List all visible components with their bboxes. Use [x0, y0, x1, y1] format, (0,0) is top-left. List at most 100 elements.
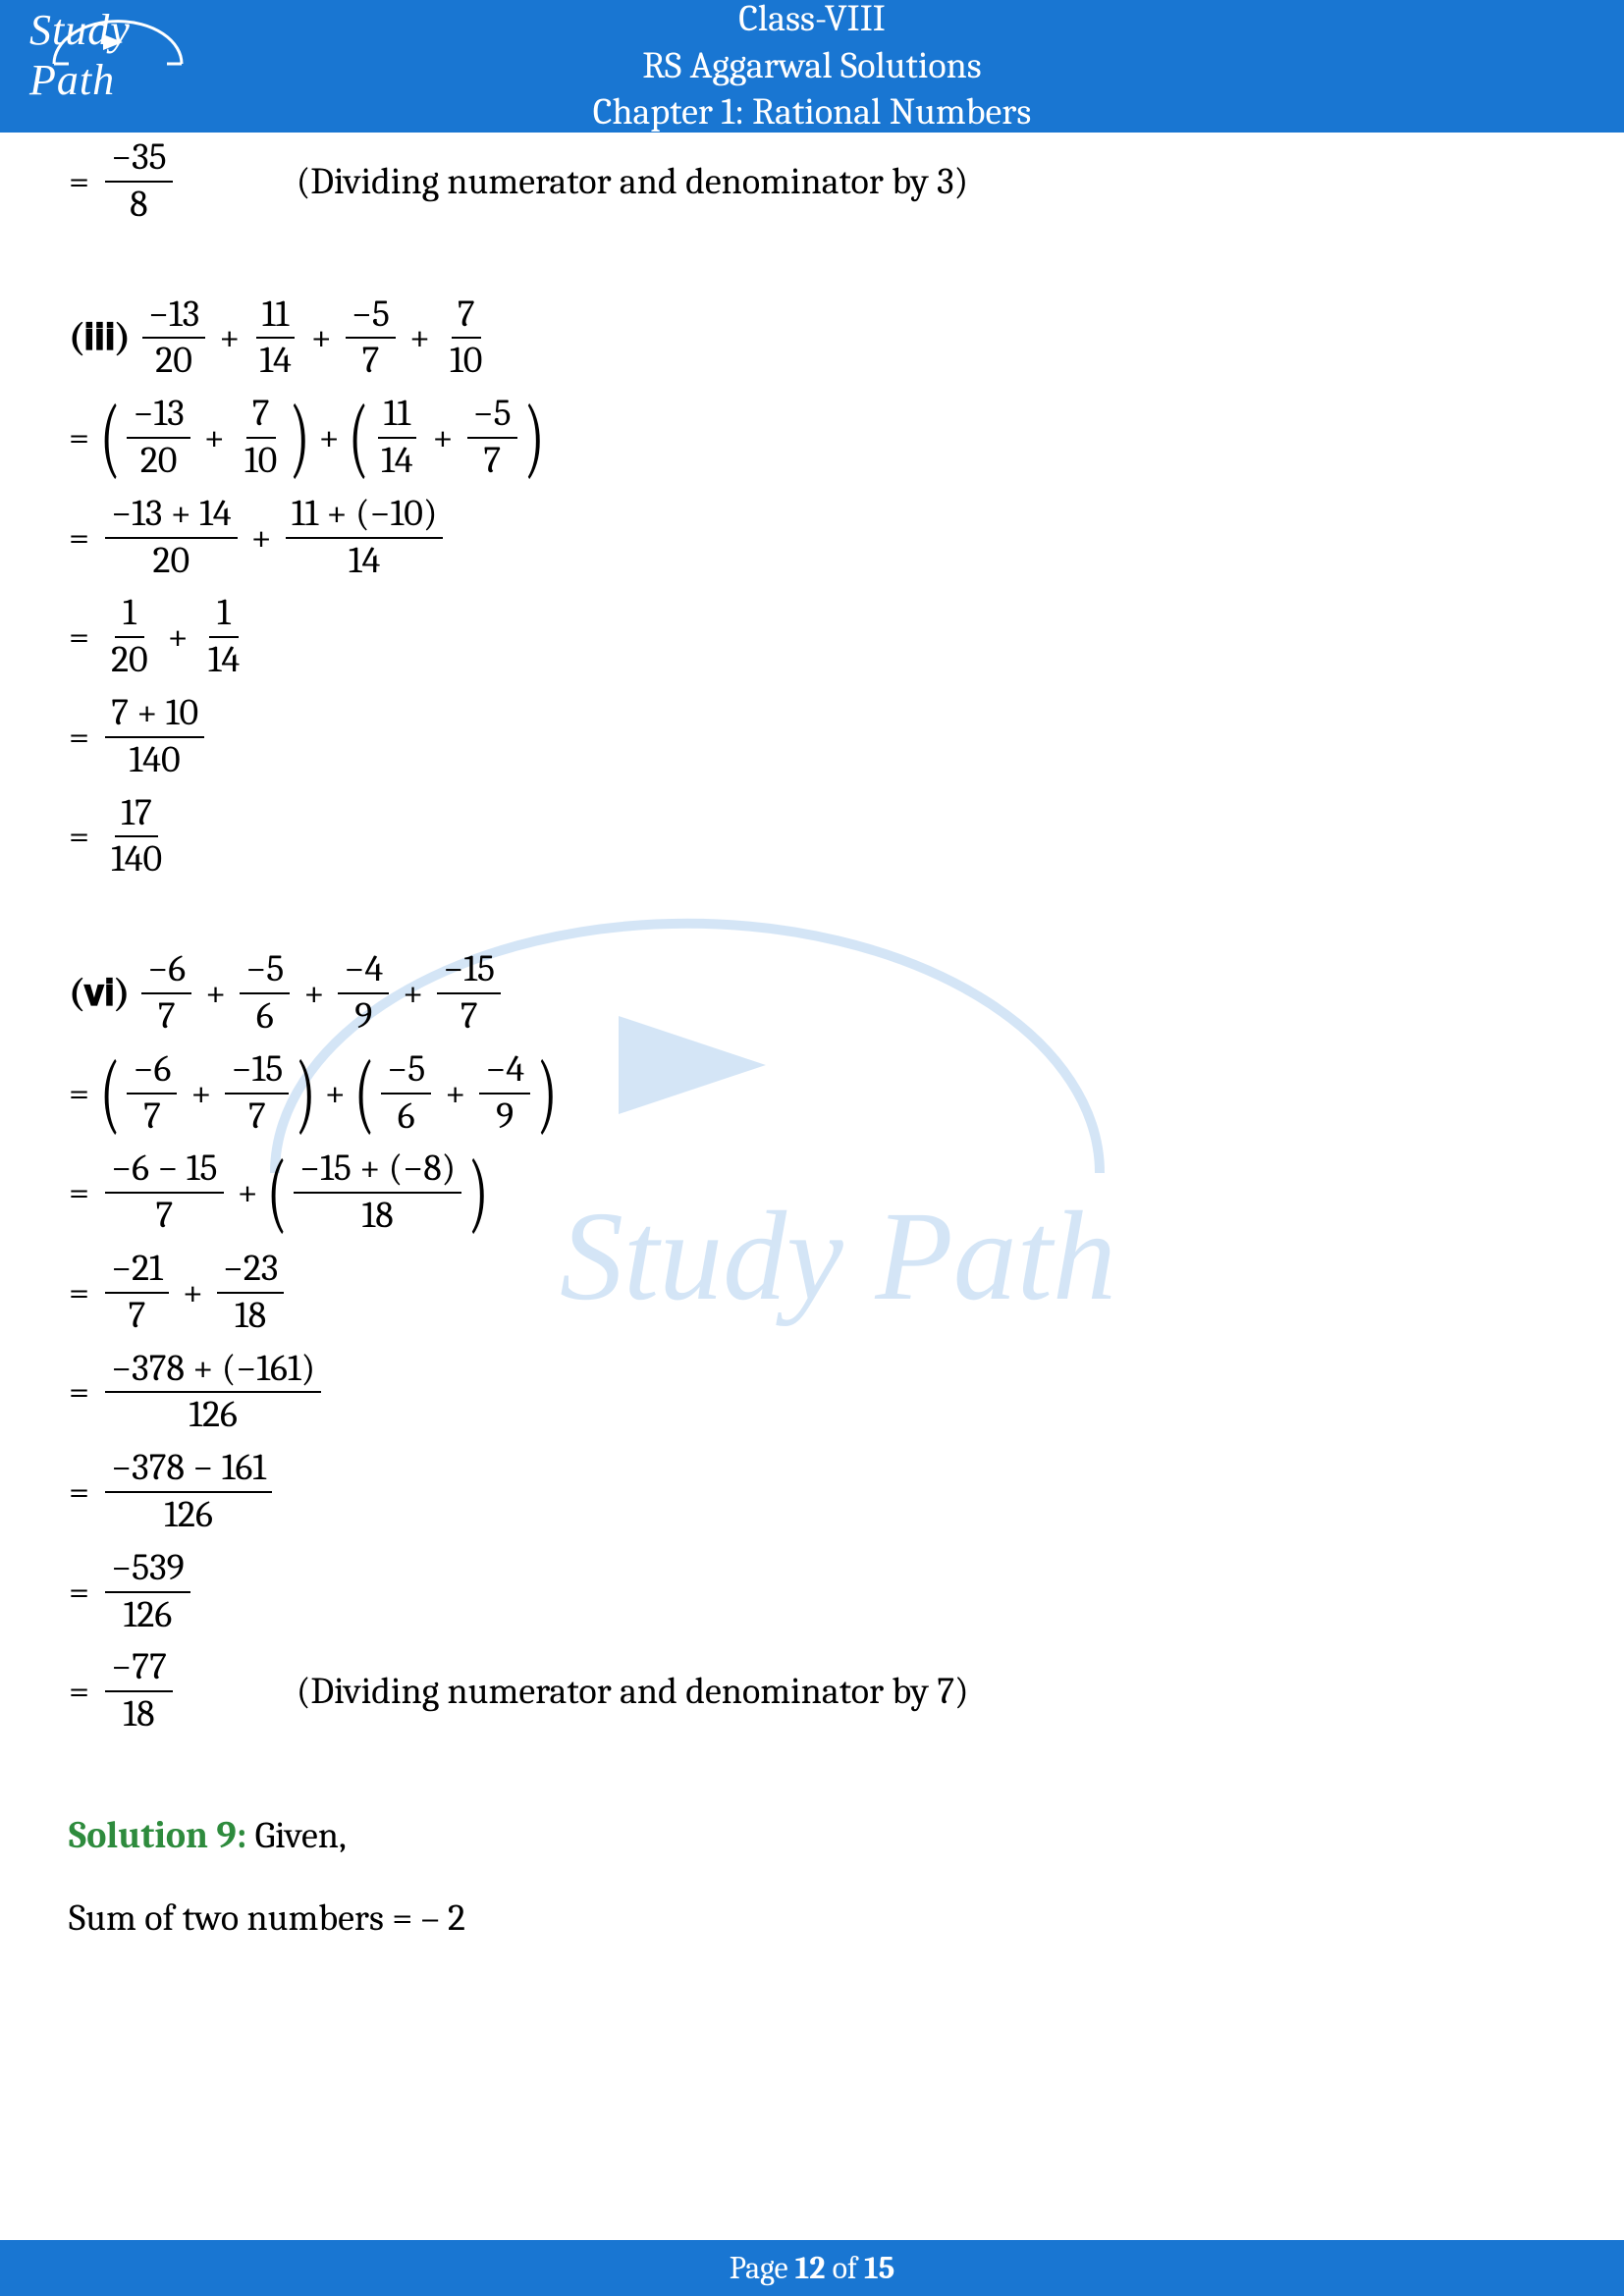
frac: −157 — [437, 949, 501, 1038]
vi-line7: = −7718 (Dividing numerator and denomina… — [69, 1647, 1555, 1735]
frac: −13 + 1420 — [105, 494, 238, 582]
den: 14 — [253, 339, 297, 382]
vi-line1: = ( −67 + −157 ) + ( −56 + −49 ) — [69, 1049, 1555, 1138]
solution-label: Solution 9: — [69, 1814, 246, 1857]
frac: −56 — [381, 1049, 431, 1138]
op: + — [445, 1072, 465, 1115]
frac: −378 − 161126 — [105, 1448, 272, 1536]
num: −13 — [127, 394, 189, 439]
footer-total: 15 — [864, 2250, 894, 2286]
op: + — [219, 316, 240, 359]
num: −6 — [127, 1049, 177, 1095]
den: 18 — [229, 1294, 272, 1337]
num: 1 — [209, 593, 239, 638]
frac: −35 8 — [105, 137, 173, 226]
step-note: (Dividing numerator and denominator by 7… — [297, 1670, 969, 1713]
equals: = — [69, 1271, 89, 1314]
den: 18 — [117, 1692, 160, 1735]
num: 11 — [378, 394, 417, 439]
paren-r-icon: ) — [524, 399, 545, 477]
num: −5 — [346, 294, 396, 340]
iii-line2: = −13 + 1420 + 11 + (−10)14 — [69, 494, 1555, 582]
op: + — [251, 516, 272, 560]
den: 140 — [124, 738, 187, 781]
num: −21 — [105, 1249, 169, 1294]
num: −378 + (−161) — [105, 1349, 321, 1394]
equals: = — [69, 1670, 89, 1713]
num: −15 — [225, 1049, 289, 1095]
equals: = — [69, 1470, 89, 1514]
op: + — [238, 1171, 258, 1214]
den: 20 — [135, 439, 184, 482]
logo-text: Study Path — [29, 5, 206, 105]
denominator: 8 — [124, 183, 153, 226]
vi-line6: = −539126 — [69, 1548, 1555, 1636]
frac: −539126 — [105, 1548, 190, 1636]
paren-l-icon: ( — [100, 399, 121, 477]
paren-l-icon: ( — [349, 399, 369, 477]
vi-line3: = −217 + −2318 — [69, 1249, 1555, 1337]
num: −5 — [467, 394, 517, 439]
den: 9 — [349, 994, 378, 1038]
vi-line2: = −6 − 157 + ( −15 + (−8)18 ) — [69, 1148, 1555, 1237]
paren-r-icon: ) — [468, 1153, 489, 1232]
num: −23 — [217, 1249, 285, 1294]
solution-9-line: Sum of two numbers = – 2 — [69, 1896, 1555, 1940]
den: 6 — [392, 1095, 421, 1138]
den: 6 — [250, 994, 280, 1038]
iii-line5: = 17140 — [69, 793, 1555, 881]
frac: −49 — [479, 1049, 530, 1138]
den: 14 — [202, 638, 245, 681]
numerator: −35 — [105, 137, 173, 183]
den: 10 — [444, 339, 488, 382]
op: + — [409, 316, 430, 359]
op: + — [433, 416, 454, 459]
problem-label: (𝐢𝐢𝐢) — [69, 316, 131, 359]
step-note: (Dividing numerator and denominator by 3… — [297, 160, 968, 203]
footer-prefix: Page — [730, 2250, 795, 2286]
den: 20 — [149, 339, 198, 382]
step-prev: = −35 8 (Dividing numerator and denomina… — [69, 137, 1555, 226]
num: −5 — [381, 1049, 431, 1095]
op: + — [403, 972, 423, 1015]
den: 14 — [375, 439, 418, 482]
frac: 114 — [202, 593, 245, 681]
paren-r-icon: ) — [290, 399, 310, 477]
op: + — [311, 316, 332, 359]
equals: = — [69, 716, 89, 759]
den: 10 — [239, 439, 283, 482]
num: −5 — [240, 949, 290, 994]
header-titles: Class-VIII RS Aggarwal Solutions Chapter… — [0, 0, 1624, 136]
den: 20 — [147, 539, 196, 582]
equals: = — [69, 1370, 89, 1414]
op: + — [204, 416, 225, 459]
num: −6 − 15 — [105, 1148, 224, 1194]
den: 7 — [477, 439, 507, 482]
num: 11 — [256, 294, 296, 340]
iii-line4: = 7 + 10140 — [69, 693, 1555, 781]
num: −13 + 14 — [105, 494, 238, 539]
page-content: Study Path = −35 8 (Dividing numerator a… — [0, 133, 1624, 2194]
frac: 710 — [239, 394, 283, 482]
den: 7 — [137, 1095, 167, 1138]
den: 140 — [105, 837, 168, 881]
num: 1 — [115, 593, 144, 638]
frac: −1320 — [127, 394, 189, 482]
num: −13 — [142, 294, 205, 340]
vi-line0: (𝐯𝐢) −67 + −56 + −49 + −157 — [69, 949, 1555, 1038]
frac: −57 — [467, 394, 517, 482]
frac: 11 + (−10)14 — [286, 494, 444, 582]
frac: −2318 — [217, 1249, 285, 1337]
frac: −15 + (−8)18 — [294, 1148, 461, 1237]
num: 7 + 10 — [105, 693, 204, 738]
paren-r-icon: ) — [537, 1054, 558, 1133]
den: 20 — [105, 638, 154, 681]
num: −15 — [437, 949, 501, 994]
den: 7 — [455, 994, 484, 1038]
frac: 120 — [105, 593, 154, 681]
op: + — [325, 1072, 346, 1115]
frac: 1114 — [253, 294, 297, 383]
given-text: Given, — [246, 1814, 346, 1857]
book-line: RS Aggarwal Solutions — [0, 43, 1624, 90]
den: 126 — [158, 1493, 219, 1536]
